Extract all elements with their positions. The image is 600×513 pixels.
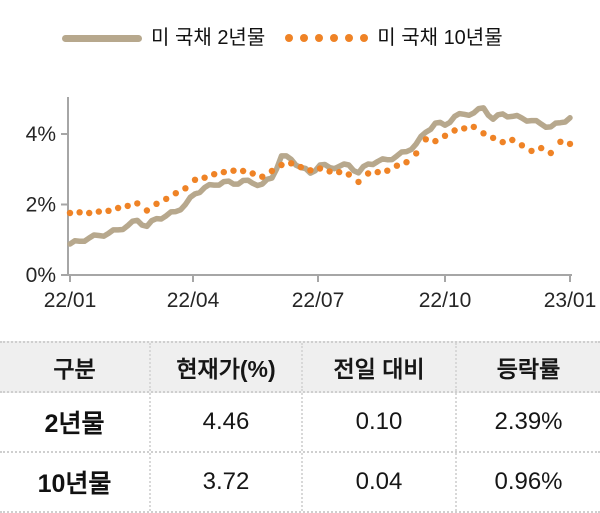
data-dot <box>105 207 112 214</box>
data-dot <box>153 200 160 207</box>
data-dot <box>528 147 535 155</box>
data-dot <box>509 136 516 144</box>
data-dot <box>201 174 208 181</box>
data-dot <box>66 209 74 217</box>
data-dot <box>345 171 352 178</box>
data-dot <box>230 167 237 174</box>
data-dot <box>220 168 227 176</box>
legend-label-10y: 미 국채 10년물 <box>377 27 503 49</box>
data-dot <box>557 138 564 145</box>
data-dot <box>134 200 141 207</box>
data-dot <box>143 207 151 214</box>
data-dot <box>278 161 285 169</box>
row-value-cell: 4.46 <box>149 393 301 451</box>
data-dot <box>95 208 103 215</box>
legend-item-2y: 미 국채 2년물 <box>62 22 265 54</box>
data-dot <box>374 168 381 176</box>
data-dot <box>489 134 497 142</box>
data-dot <box>364 170 372 177</box>
data-dot <box>239 167 247 175</box>
x-tick-label: 22/01 <box>44 289 97 312</box>
yield-line-chart: 0% 2% 4% 22/01 22/04 22/07 22/10 23/01 <box>26 97 597 312</box>
series-10y-dots <box>66 123 574 217</box>
data-dot <box>297 163 304 171</box>
table-body: 2년물 4.46 0.10 2.39% 10년물 3.72 0.04 0.96% <box>0 393 600 513</box>
x-tick-label: 22/07 <box>292 289 345 312</box>
legend-item-10y: 미 국채 10년물 <box>285 22 503 54</box>
data-dot <box>211 171 218 178</box>
data-dot <box>172 190 179 197</box>
table-row: 2년물 4.46 0.10 2.39% <box>0 393 600 453</box>
table-header-day-change: 전일 대비 <box>301 343 455 391</box>
row-value-cell: 3.72 <box>149 453 301 511</box>
data-dot <box>316 165 324 172</box>
table-header-row: 구분 현재가(%) 전일 대비 등락률 <box>0 341 600 393</box>
data-dot <box>538 144 545 152</box>
table-header-current: 현재가(%) <box>149 343 301 391</box>
data-dot <box>326 168 333 175</box>
data-dot <box>518 142 526 149</box>
data-dot <box>163 195 170 203</box>
row-value-cell: 0.10 <box>301 393 455 451</box>
data-dot <box>288 160 295 167</box>
yield-table: 구분 현재가(%) 전일 대비 등락률 2년물 4.46 0.10 2.39% 10년물… <box>0 341 600 513</box>
data-dot <box>566 140 574 148</box>
row-label-cell: 10년물 <box>37 470 112 498</box>
solid-line-swatch-icon <box>62 34 142 42</box>
data-dot <box>114 204 122 212</box>
y-tick-label: 0% <box>26 264 56 287</box>
table-header-category: 구분 <box>53 356 96 382</box>
data-dot <box>403 159 410 166</box>
data-dot <box>413 150 420 157</box>
data-dot <box>86 209 93 217</box>
x-tick-label: 22/04 <box>167 289 220 312</box>
x-tick-label: 22/10 <box>419 289 472 312</box>
chart-legend: 미 국채 2년물 미 국채 10년물 <box>62 22 503 54</box>
data-dot <box>124 202 131 210</box>
data-dot <box>249 170 256 177</box>
data-dot <box>441 132 449 139</box>
data-dot <box>393 162 401 169</box>
data-dot <box>470 123 477 131</box>
data-dot <box>461 125 468 132</box>
table-row: 10년물 3.72 0.04 0.96% <box>0 453 600 513</box>
y-tick-label: 2% <box>26 194 56 217</box>
row-label-cell: 2년물 <box>44 410 105 438</box>
data-dot <box>384 167 391 174</box>
data-dot <box>259 173 266 180</box>
data-dot <box>451 127 458 134</box>
data-dot <box>307 167 314 174</box>
table-header-pct-change: 등락률 <box>455 343 600 391</box>
data-dot <box>76 209 83 216</box>
y-tick-label: 4% <box>26 123 56 146</box>
data-dot <box>499 138 506 146</box>
series-2y-line <box>67 105 573 247</box>
legend-label-2y: 미 국채 2년물 <box>151 27 266 49</box>
data-dot <box>355 178 362 186</box>
data-dot <box>191 176 199 183</box>
data-dot <box>268 167 276 175</box>
row-value-cell: 0.96% <box>455 453 600 511</box>
dotted-line-swatch-icon <box>285 34 369 42</box>
data-dot <box>547 149 554 157</box>
x-tick-label: 23/01 <box>544 289 597 312</box>
data-dot <box>480 130 487 137</box>
data-dot <box>182 185 189 192</box>
data-dot <box>432 137 439 145</box>
row-value-cell: 2.39% <box>455 393 600 451</box>
data-dot <box>422 136 429 143</box>
row-value-cell: 0.04 <box>301 453 455 511</box>
data-dot <box>336 168 343 176</box>
